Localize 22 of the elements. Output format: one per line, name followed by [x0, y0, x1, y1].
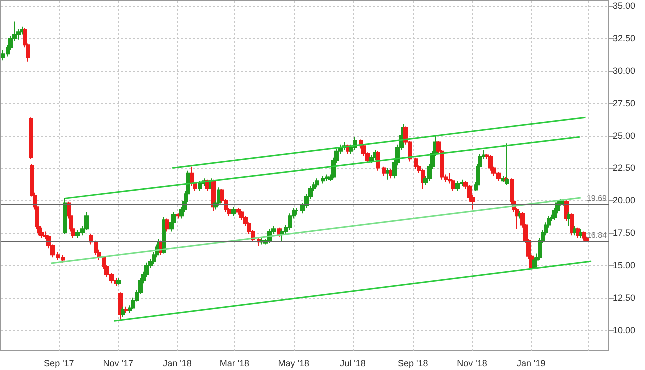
y-tick-label: 12.50	[613, 292, 636, 303]
x-tick-label: Jul '18	[340, 358, 366, 368]
ref-line-label: 19.69	[586, 194, 608, 204]
y-tick-label: 35.00	[613, 1, 636, 12]
y-tick-label: 15.00	[613, 260, 636, 270]
x-tick-label: Nov '17	[103, 358, 134, 368]
x-tick-label: May '18	[278, 358, 310, 368]
y-tick-label: 25.00	[613, 130, 636, 141]
y-tick-label: 30.00	[613, 66, 636, 76]
y-tick-label: 10.00	[613, 325, 636, 336]
y-tick-label: 20.00	[613, 196, 636, 206]
x-tick-label: Jan '19	[517, 358, 546, 368]
y-tick-label: 22.50	[613, 163, 636, 174]
x-tick-label: Sep '18	[398, 358, 428, 368]
x-tick-label: Mar '18	[220, 358, 250, 368]
x-tick-label: Nov '18	[457, 358, 488, 368]
y-tick-label: 32.50	[613, 34, 636, 44]
y-tick-label: 17.50	[613, 228, 636, 238]
x-tick-label: Jan '18	[163, 358, 192, 368]
ref-line-label: 16.84	[586, 231, 608, 240]
y-tick-label: 27.50	[613, 98, 636, 108]
x-tick-label: Sep '17	[44, 358, 74, 368]
